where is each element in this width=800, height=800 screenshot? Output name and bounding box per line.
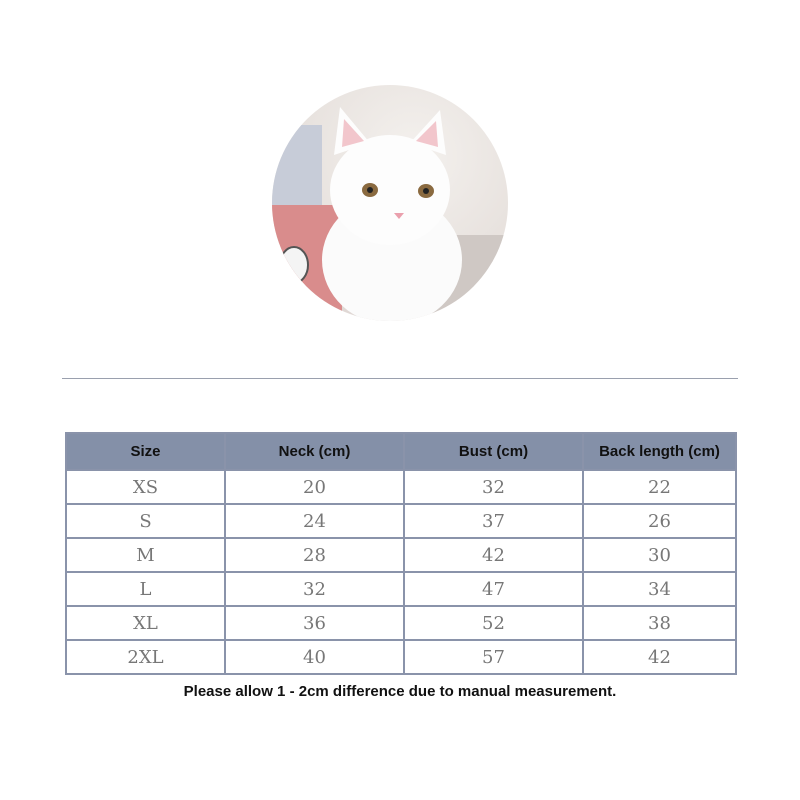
header-back-length: Back length (cm) (582, 432, 737, 471)
cell-neck: 36 (224, 605, 405, 641)
table-header-row: Size Neck (cm) Bust (cm) Back length (cm… (65, 432, 737, 471)
cell-back-length: 42 (582, 639, 737, 675)
size-chart-table: Size Neck (cm) Bust (cm) Back length (cm… (65, 432, 737, 675)
measurement-note: Please allow 1 - 2cm difference due to m… (183, 683, 617, 700)
cell-bust: 42 (403, 537, 584, 573)
cell-bust: 32 (403, 469, 584, 505)
cell-neck: 20 (224, 469, 405, 505)
header-size: Size (65, 432, 226, 471)
cell-back-length: 34 (582, 571, 737, 607)
table-row: XS 20 32 22 (65, 469, 737, 505)
cell-neck: 24 (224, 503, 405, 539)
cell-bust: 52 (403, 605, 584, 641)
cell-back-length: 26 (582, 503, 737, 539)
cell-bust: 57 (403, 639, 584, 675)
cell-back-length: 38 (582, 605, 737, 641)
cell-bust: 47 (403, 571, 584, 607)
header-neck: Neck (cm) (224, 432, 405, 471)
product-photo (272, 85, 508, 321)
cell-size: M (65, 537, 226, 573)
cell-size: XS (65, 469, 226, 505)
cell-back-length: 22 (582, 469, 737, 505)
table-row: 2XL 40 57 42 (65, 639, 737, 675)
cell-bust: 37 (403, 503, 584, 539)
kitten-image (272, 107, 508, 321)
table-row: M 28 42 30 (65, 537, 737, 573)
table-row: L 32 47 34 (65, 571, 737, 607)
cell-neck: 40 (224, 639, 405, 675)
cell-neck: 28 (224, 537, 405, 573)
cell-size: S (65, 503, 226, 539)
cell-size: 2XL (65, 639, 226, 675)
divider (62, 378, 738, 379)
cell-neck: 32 (224, 571, 405, 607)
cell-size: L (65, 571, 226, 607)
cell-size: XL (65, 605, 226, 641)
cell-back-length: 30 (582, 537, 737, 573)
header-bust: Bust (cm) (403, 432, 584, 471)
table-row: XL 36 52 38 (65, 605, 737, 641)
table-row: S 24 37 26 (65, 503, 737, 539)
